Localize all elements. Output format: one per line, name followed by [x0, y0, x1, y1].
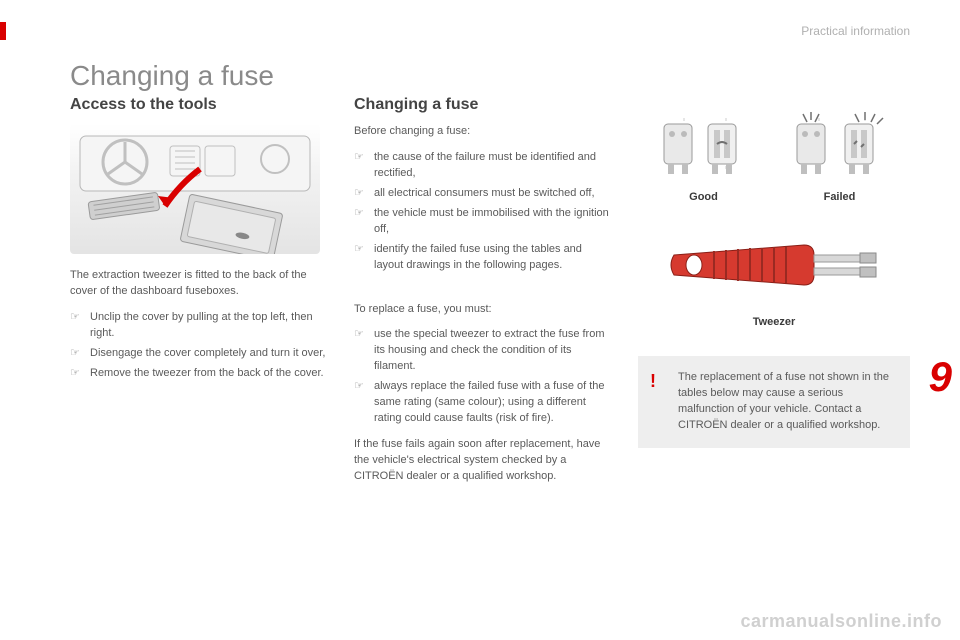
page-content: Changing a fuse Access to the tools [70, 60, 910, 610]
pointer-icon: ☞ [354, 150, 364, 166]
pointer-icon: ☞ [354, 242, 364, 258]
red-side-tab [0, 22, 6, 40]
bullet-text: always replace the failed fuse with a fu… [374, 380, 605, 424]
mid-intro2: To replace a fuse, you must: [354, 302, 614, 318]
warning-icon: ! [650, 368, 656, 394]
header-section: Practical information [801, 24, 910, 38]
columns: Access to the tools [70, 96, 910, 495]
list-item: ☞ Unclip the cover by pulling at the top … [70, 310, 330, 342]
list-item: ☞ the cause of the failure must be identi… [354, 150, 614, 182]
mid-bullets-replace: ☞ use the special tweezer to extract the … [354, 327, 614, 427]
list-item: ☞ always replace the failed fuse with a f… [354, 379, 614, 427]
list-item: ☞ the vehicle must be immobilised with th… [354, 206, 614, 238]
list-item: ☞ Disengage the cover completely and turn… [70, 346, 330, 362]
warning-wrap: ! The replacement of a fuse not shown in… [638, 356, 910, 448]
column-middle: Changing a fuse Before changing a fuse: … [354, 96, 614, 495]
bullet-text: identify the failed fuse using the table… [374, 243, 582, 271]
chapter-number: 9 [929, 356, 952, 398]
bullet-text: Disengage the cover completely and turn … [90, 347, 325, 359]
pointer-icon: ☞ [354, 379, 364, 395]
mid-outro: If the fuse fails again soon after repla… [354, 437, 614, 485]
list-item: ☞ use the special tweezer to extract the … [354, 327, 614, 375]
bullet-text: the vehicle must be immobilised with the… [374, 207, 609, 235]
left-intro: The extraction tweezer is fitted to the … [70, 268, 330, 300]
column-right: Good [638, 96, 910, 495]
fuse-good-icon [654, 110, 754, 180]
fuse-failed-icon [785, 110, 895, 180]
page-title: Changing a fuse [70, 60, 910, 92]
pointer-icon: ☞ [354, 327, 364, 343]
warning-text: The replacement of a fuse not shown in t… [678, 371, 889, 431]
pointer-icon: ☞ [354, 206, 364, 222]
figure-dashboard [70, 124, 320, 254]
dashboard-illustration [70, 124, 320, 254]
watermark: carmanualsonline.info [740, 611, 942, 632]
pointer-icon: ☞ [70, 310, 80, 326]
pointer-icon: ☞ [354, 186, 364, 202]
fuse-good: Good [654, 110, 754, 203]
bullet-text: Unclip the cover by pulling at the top l… [90, 311, 313, 339]
tweezer-figure: Tweezer [638, 225, 910, 328]
column-left: Access to the tools [70, 96, 330, 495]
good-label: Good [654, 191, 754, 203]
bullet-text: use the special tweezer to extract the f… [374, 328, 605, 372]
tweezer-icon [664, 225, 884, 305]
pointer-icon: ☞ [70, 366, 80, 382]
list-item: ☞ Remove the tweezer from the back of the… [70, 366, 330, 382]
list-item: ☞ identify the failed fuse using the tabl… [354, 242, 614, 274]
warning-box: ! The replacement of a fuse not shown in… [638, 356, 910, 448]
mid-intro: Before changing a fuse: [354, 124, 614, 140]
pointer-icon: ☞ [70, 346, 80, 362]
mid-bullets-before: ☞ the cause of the failure must be identi… [354, 150, 614, 274]
failed-label: Failed [785, 191, 895, 203]
fuse-figures: Good [638, 110, 910, 203]
bullet-text: all electrical consumers must be switche… [374, 187, 595, 199]
fuse-failed: Failed [785, 110, 895, 203]
list-item: ☞ all electrical consumers must be switch… [354, 186, 614, 202]
left-subtitle: Access to the tools [70, 96, 330, 114]
bullet-text: Remove the tweezer from the back of the … [90, 367, 324, 379]
left-bullets: ☞ Unclip the cover by pulling at the top … [70, 310, 330, 382]
tweezer-label: Tweezer [638, 316, 910, 328]
bullet-text: the cause of the failure must be identif… [374, 151, 596, 179]
mid-subtitle: Changing a fuse [354, 96, 614, 114]
